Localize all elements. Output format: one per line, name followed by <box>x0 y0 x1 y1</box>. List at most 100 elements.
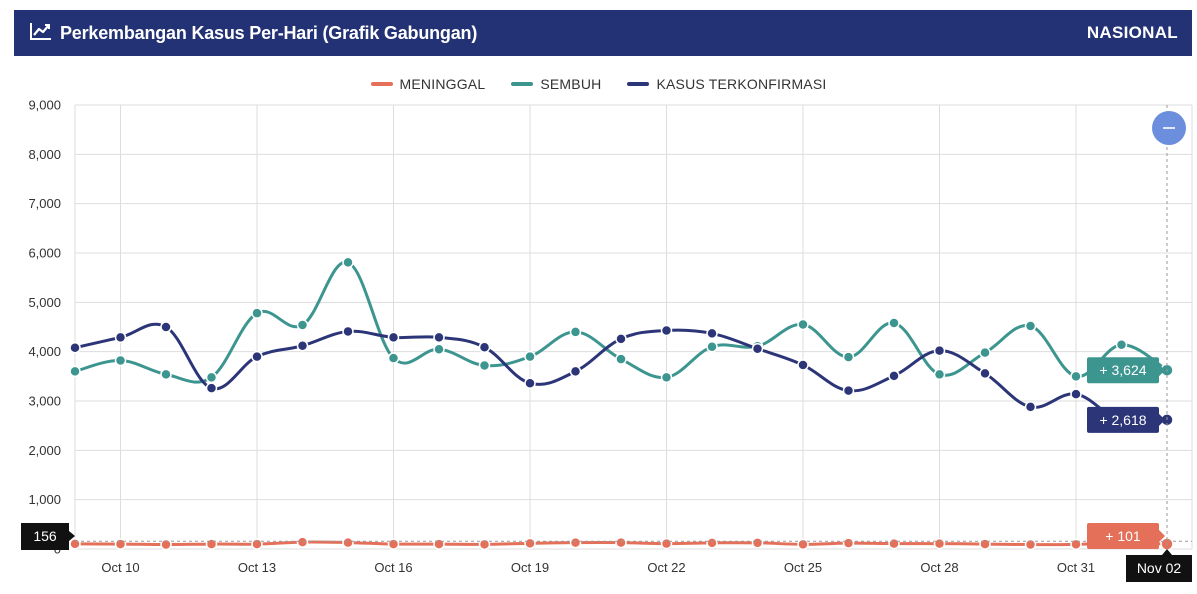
x-tick-label: Oct 22 <box>647 560 685 575</box>
data-point-sembuh <box>1024 320 1037 332</box>
data-point-meninggal <box>205 538 218 550</box>
data-point-kasus-terkonfirmasi <box>478 341 491 353</box>
data-point-sembuh <box>797 318 809 331</box>
legend-label-meninggal: MENINGGAL <box>399 76 486 92</box>
legend-item-sembuh[interactable]: SEMBUH <box>511 76 601 92</box>
data-point-meninggal <box>251 538 263 550</box>
data-point-meninggal <box>569 536 582 549</box>
data-point-kasus-terkonfirmasi <box>888 370 900 382</box>
data-point-meninggal <box>160 538 172 551</box>
legend-swatch-kasus-terkonfirmasi <box>627 82 650 86</box>
data-point-kasus-terkonfirmasi <box>615 333 627 345</box>
y-tick-label: 6,000 <box>28 246 61 261</box>
data-point-sembuh <box>1070 370 1082 383</box>
data-point-kasus-terkonfirmasi <box>69 341 81 354</box>
data-point-kasus-terkonfirmasi <box>1024 401 1037 413</box>
y-tick-label: 9,000 <box>28 98 61 113</box>
data-point-kasus-terkonfirmasi <box>660 324 673 337</box>
y-tick-label: 2,000 <box>28 443 61 458</box>
crosshair-x-label-pointer <box>1162 549 1172 555</box>
data-point-sembuh <box>706 340 718 353</box>
legend-swatch-meninggal <box>370 82 393 86</box>
x-tick-label: Oct 13 <box>238 560 276 575</box>
data-point-kasus-terkonfirmasi <box>296 339 309 352</box>
line-chart-icon <box>30 22 52 45</box>
data-point-sembuh <box>160 368 172 381</box>
data-point-meninggal <box>114 538 127 550</box>
y-tick-label: 1,000 <box>28 492 61 507</box>
x-tick-label: Oct 31 <box>1057 560 1095 575</box>
data-point-meninggal <box>524 537 536 550</box>
data-point-kasus-terkonfirmasi <box>979 367 991 380</box>
x-tick-label: Oct 10 <box>101 560 139 575</box>
data-point-meninggal <box>1070 538 1082 551</box>
chart-legend: MENINGGAL SEMBUH KASUS TERKONFIRMASI <box>0 76 1197 92</box>
data-point-meninggal <box>387 538 400 550</box>
data-point-sembuh <box>387 352 400 364</box>
data-point-kasus-terkonfirmasi <box>160 321 172 333</box>
scope-label: NASIONAL <box>1086 23 1178 42</box>
data-point-meninggal <box>797 538 809 551</box>
data-point-sembuh <box>296 319 309 331</box>
data-point-kasus-terkonfirmasi <box>251 350 263 363</box>
legend-label-sembuh: SEMBUH <box>540 76 602 92</box>
data-point-kasus-terkonfirmasi <box>387 331 400 344</box>
data-point-kasus-terkonfirmasi <box>114 331 127 344</box>
data-point-kasus-terkonfirmasi <box>706 327 718 340</box>
data-point-meninggal <box>342 536 354 549</box>
callout-meninggal: + 101 <box>1105 528 1141 544</box>
data-point-meninggal <box>296 536 309 548</box>
data-point-kasus-terkonfirmasi <box>524 377 536 389</box>
data-point-kasus-terkonfirmasi <box>569 365 582 378</box>
data-point-meninggal <box>888 537 900 550</box>
chart-header: Perkembangan Kasus Per-Hari (Grafik Gabu… <box>14 10 1192 56</box>
data-point-meninggal <box>933 537 946 550</box>
zoom-out-button[interactable] <box>1152 111 1186 145</box>
data-point-kasus-terkonfirmasi <box>797 359 809 371</box>
data-point-sembuh <box>615 353 627 365</box>
data-point-kasus-terkonfirmasi <box>842 384 855 397</box>
crosshair-y-label-pointer <box>69 531 75 541</box>
data-point-sembuh <box>524 350 536 363</box>
data-point-meninggal <box>69 538 81 550</box>
crosshair-x-label: Nov 02 <box>1137 560 1182 576</box>
data-point-kasus-terkonfirmasi <box>933 344 946 357</box>
data-point-meninggal <box>706 537 718 549</box>
y-tick-label: 3,000 <box>28 394 61 409</box>
data-point-sembuh <box>114 354 127 367</box>
data-point-meninggal <box>660 537 673 550</box>
data-point-kasus-terkonfirmasi <box>1070 388 1082 400</box>
callout-meninggal-pointer <box>1159 530 1165 543</box>
page-title: Perkembangan Kasus Per-Hari (Grafik Gabu… <box>60 22 478 43</box>
legend-label-kasus-terkonfirmasi: KASUS TERKONFIRMASI <box>656 76 827 92</box>
data-point-sembuh <box>979 346 991 359</box>
data-point-meninggal <box>1024 538 1037 551</box>
legend-item-kasus-terkonfirmasi[interactable]: KASUS TERKONFIRMASI <box>627 76 826 92</box>
legend-swatch-sembuh <box>511 82 534 86</box>
crosshair-y-label-box <box>21 523 69 550</box>
data-point-kasus-terkonfirmasi <box>751 342 764 355</box>
data-point-sembuh <box>251 307 263 319</box>
data-point-sembuh <box>433 343 445 355</box>
y-tick-label: 8,000 <box>28 147 61 162</box>
callout-sembuh-pointer <box>1159 364 1165 377</box>
y-tick-label: 5,000 <box>28 295 61 310</box>
data-point-sembuh <box>1115 339 1128 351</box>
data-point-sembuh <box>888 317 900 329</box>
callout-kasus-terkonfirmasi-pointer <box>1159 413 1165 426</box>
data-point-sembuh <box>205 371 218 384</box>
data-point-sembuh <box>478 359 491 372</box>
data-point-meninggal <box>433 538 445 550</box>
data-point-meninggal <box>478 538 491 551</box>
data-point-kasus-terkonfirmasi <box>342 325 354 338</box>
data-point-sembuh <box>569 326 582 338</box>
data-point-kasus-terkonfirmasi <box>433 331 445 344</box>
legend-item-meninggal[interactable]: MENINGGAL <box>370 76 486 92</box>
x-tick-label: Oct 19 <box>511 560 549 575</box>
data-point-meninggal <box>979 538 991 550</box>
data-point-sembuh <box>342 256 354 269</box>
data-point-meninggal <box>842 537 855 549</box>
data-point-sembuh <box>842 351 855 363</box>
callout-sembuh-box <box>1087 357 1159 384</box>
x-tick-label: Oct 25 <box>784 560 822 575</box>
